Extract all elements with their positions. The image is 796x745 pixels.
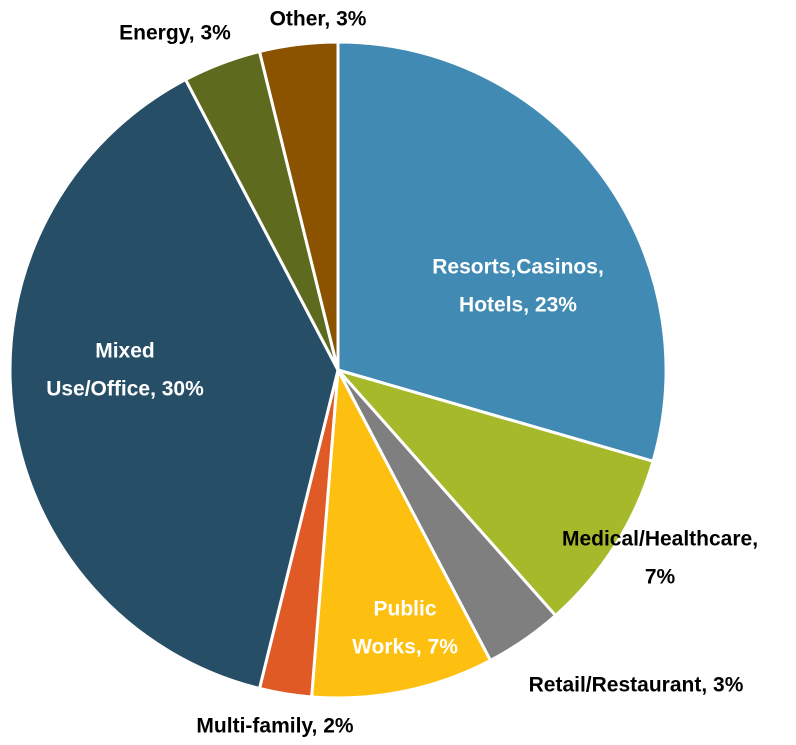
- data-label: Energy, 3%: [119, 22, 231, 45]
- pie-slice: [8, 77, 340, 691]
- data-label: Medical/Healthcare,: [562, 528, 758, 551]
- pie-slice: [333, 367, 655, 618]
- pie-slice: [309, 364, 493, 700]
- data-label: Mixed: [95, 340, 155, 363]
- data-label: Public: [373, 598, 436, 621]
- data-label: Retail/Restaurant, 3%: [529, 674, 744, 697]
- data-label: Resorts,Casinos,: [432, 256, 604, 279]
- data-label: Works, 7%: [352, 636, 458, 659]
- data-label: Use/Office, 30%: [46, 378, 204, 401]
- data-label: Hotels, 23%: [459, 294, 577, 317]
- data-label: Other, 3%: [270, 8, 367, 31]
- data-label: Multi-family, 2%: [196, 715, 353, 738]
- pie-slice: [257, 40, 340, 371]
- data-label: 7%: [645, 566, 676, 589]
- pie-slice: [336, 40, 668, 464]
